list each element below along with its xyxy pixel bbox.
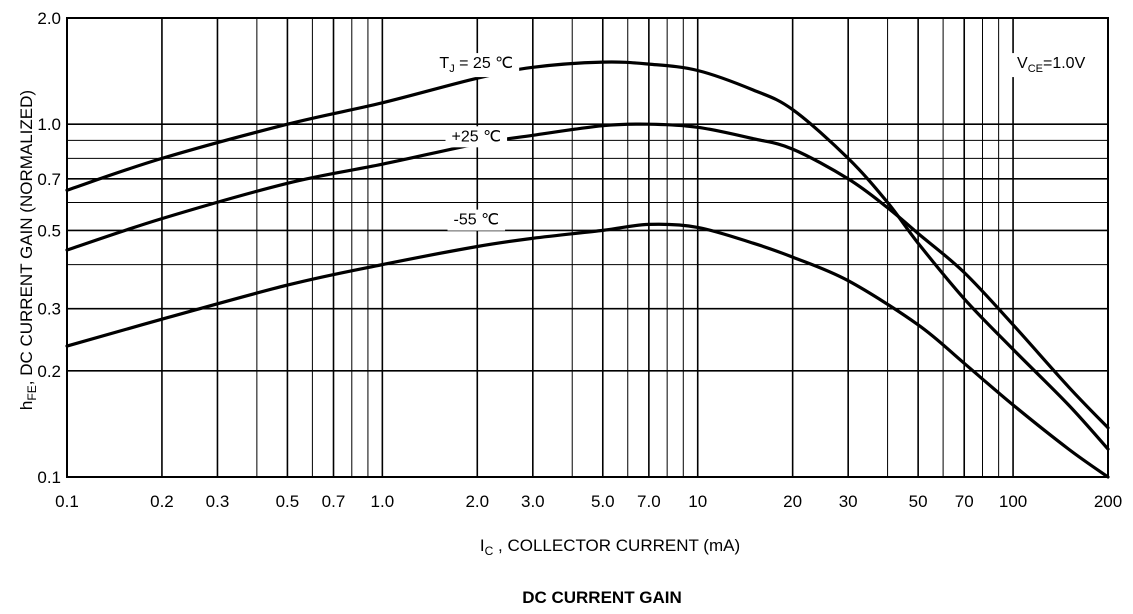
x-tick-label: 5.0 — [591, 492, 615, 511]
chart-tick-labels: 0.1 0.2 0.3 0.5 0.7 1.0 2.0 3.0 5.0 7.0 10 20 30 50 70… — [37, 9, 1122, 511]
y-tick-label: 0.1 — [37, 468, 61, 487]
series-label-1-text: TJ = 25 ℃ — [439, 55, 513, 75]
plot-frame — [66, 17, 1109, 478]
series-line-1 — [65, 60, 1110, 451]
y-tick-label: 0.3 — [37, 300, 61, 319]
x-tick-label: 100 — [999, 492, 1027, 511]
chart-caption: DC CURRENT GAIN — [522, 588, 682, 607]
y-axis-title: hFE, DC CURRENT GAIN (NORMALIZED) — [17, 90, 39, 410]
x-tick-label: 70 — [955, 492, 974, 511]
x-tick-label: 3.0 — [521, 492, 545, 511]
y-tick-label: 0.7 — [37, 170, 61, 189]
x-tick-label: 200 — [1094, 492, 1122, 511]
series-label-2: +25 ℃ — [445, 126, 508, 148]
series-label-1: TJ = 25 ℃ — [433, 53, 520, 78]
series-label-1-background — [433, 53, 520, 78]
x-tick-label: 1.0 — [371, 492, 395, 511]
series-label-2-text: +25 ℃ — [452, 128, 502, 145]
chart-curves — [65, 60, 1110, 479]
series-label-3-text: -55 ℃ — [454, 212, 500, 229]
series-label-3: -55 ℃ — [447, 209, 506, 231]
y-tick-label: 2.0 — [37, 9, 61, 28]
y-tick-label: 0.2 — [37, 362, 61, 381]
x-tick-label: 7.0 — [637, 492, 661, 511]
chart-grid — [66, 17, 1109, 478]
x-tick-label: 0.7 — [322, 492, 346, 511]
x-tick-label: 20 — [783, 492, 802, 511]
series-label-3-background — [447, 209, 506, 231]
x-tick-label: 2.0 — [465, 492, 489, 511]
y-tick-label: 0.5 — [37, 221, 61, 240]
series-line-2 — [65, 122, 1110, 430]
x-axis-title: IC , COLLECTOR CURRENT (mA) — [480, 536, 740, 558]
x-tick-label: 0.2 — [150, 492, 174, 511]
annotation-1-text: VCE=1.0V — [1017, 55, 1086, 75]
x-tick-label: 0.5 — [276, 492, 300, 511]
series-line-3 — [65, 222, 1110, 479]
annotation-1-background — [1011, 53, 1092, 78]
x-tick-label: 0.1 — [55, 492, 79, 511]
x-tick-label: 10 — [688, 492, 707, 511]
annotation-1: VCE=1.0V — [1011, 53, 1092, 78]
y-tick-label: 1.0 — [37, 115, 61, 134]
x-tick-label: 30 — [839, 492, 858, 511]
chart-labels: TJ = 25 ℃ +25 ℃ -55 ℃ VCE=1.0V — [433, 53, 1092, 231]
series-label-2-background — [445, 126, 508, 148]
x-tick-label: 0.3 — [206, 492, 230, 511]
x-tick-label: 50 — [909, 492, 928, 511]
